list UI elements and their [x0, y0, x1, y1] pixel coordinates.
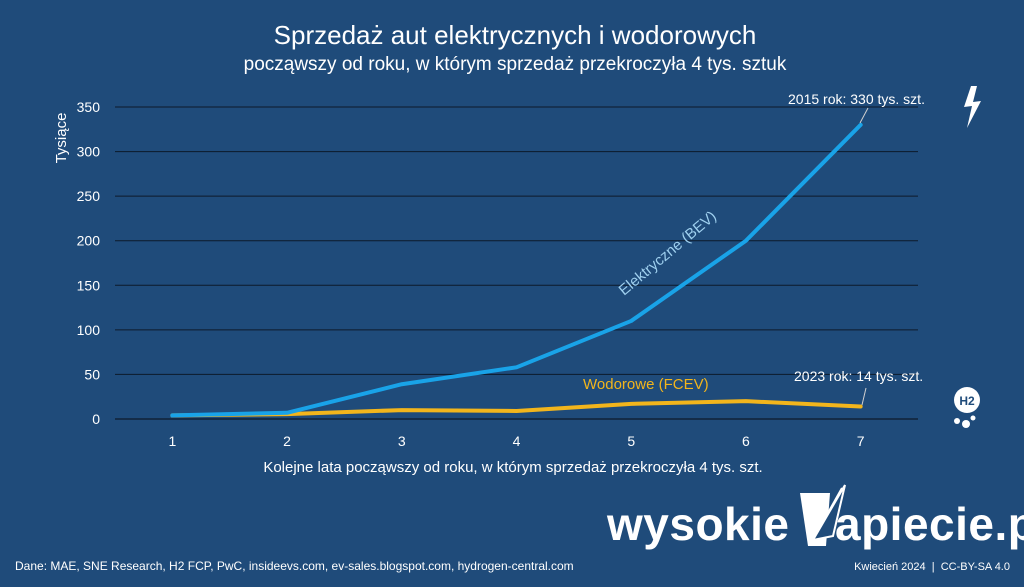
y-tick-label: 0 [92, 411, 100, 427]
x-tick-label: 3 [398, 433, 406, 449]
y-tick-label: 100 [77, 322, 101, 338]
x-tick-label: 7 [857, 433, 865, 449]
y-tick-labels: 0 50 100 150 200 250 300 350 [77, 99, 101, 427]
x-axis-label: Kolejne lata począwszy od roku, w którym… [263, 459, 762, 476]
brand-wordmark-left: wysokie [606, 498, 790, 550]
y-tick-label: 250 [77, 188, 101, 204]
y-tick-label: 300 [77, 144, 101, 160]
brand-wordmark-right: apiecie.pl [835, 498, 1024, 550]
chart-title: Sprzedaż aut elektrycznych i wodorowych [274, 20, 757, 50]
series-line-bev [170, 122, 863, 418]
date-license: Kwiecień 2024 | CC-BY-SA 4.0 [854, 561, 1010, 573]
y-tick-label: 50 [84, 366, 100, 382]
gridlines [115, 106, 918, 420]
brand-logo-n-icon [800, 484, 846, 546]
series-lines [170, 122, 863, 418]
x-tick-label: 6 [742, 433, 750, 449]
y-axis-label: Tysiące [53, 113, 70, 164]
x-tick-label: 1 [168, 433, 176, 449]
annotation-bev: 2015 rok: 330 tys. szt. [788, 91, 925, 107]
y-tick-label: 150 [77, 277, 101, 293]
data-sources: Dane: MAE, SNE Research, H2 FCP, PwC, in… [15, 559, 574, 573]
x-tick-labels: 1 2 3 4 5 6 7 [168, 433, 864, 449]
annotation-leader-fcev [861, 387, 867, 406]
h2-icon-label: H2 [959, 394, 975, 408]
y-tick-label: 200 [77, 233, 101, 249]
y-tick-label: 350 [77, 99, 101, 115]
annotation-leader-bev [859, 107, 869, 124]
annotation-fcev: 2023 rok: 14 tys. szt. [794, 368, 923, 384]
x-tick-label: 4 [513, 433, 521, 449]
series-label-fcev: Wodorowe (FCEV) [583, 376, 709, 393]
x-tick-label: 2 [283, 433, 291, 449]
h2-icon: H2 [954, 387, 980, 428]
x-tick-label: 5 [627, 433, 635, 449]
chart-subtitle: począwszy od roku, w którym sprzedaż prz… [244, 54, 787, 75]
lightning-bolt-icon [964, 86, 981, 128]
